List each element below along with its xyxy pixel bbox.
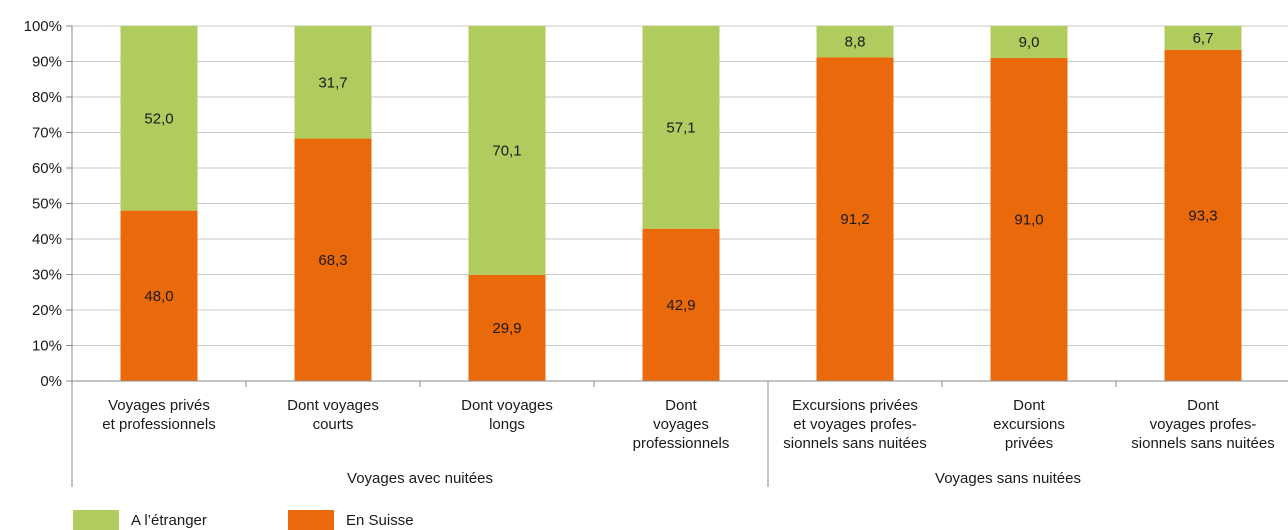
y-tick-label: 70%: [32, 125, 62, 142]
legend-item-switzerland: En Suisse: [288, 510, 414, 530]
bar-switzerland: [1164, 49, 1242, 381]
category-label: Voyages privés: [108, 397, 210, 414]
y-tick-label: 50%: [32, 196, 62, 213]
category-label: voyages profes-: [1150, 416, 1257, 433]
bar-abroad: [294, 26, 372, 139]
legend: A l’étranger En Suisse: [73, 510, 414, 530]
data-label: 31,7: [318, 74, 347, 91]
bar-switzerland: [816, 57, 894, 382]
data-label: 70,1: [492, 142, 521, 159]
category-label: courts: [313, 416, 354, 433]
bar-abroad: [1164, 26, 1242, 50]
y-tick-label: 100%: [24, 18, 62, 35]
category-label: Dont voyages: [461, 397, 553, 414]
data-label: 91,0: [1014, 211, 1043, 228]
data-label: 93,3: [1188, 207, 1217, 224]
data-label: 68,3: [318, 252, 347, 269]
legend-swatch-switzerland: [288, 510, 334, 530]
legend-label-abroad: A l’étranger: [131, 511, 207, 529]
data-label: 9,0: [1019, 34, 1040, 51]
data-label: 48,0: [144, 288, 173, 305]
category-label: Dont voyages: [287, 397, 379, 414]
category-label: et professionnels: [102, 416, 215, 433]
bar-switzerland: [990, 57, 1068, 381]
category-label: Dont: [1187, 397, 1220, 414]
stacked-bar-chart: 0% 10% 20% 30% 40% 50% 60% 70% 80% 90% 100% 48,0 52,…: [24, 18, 1288, 487]
bar-switzerland: [120, 210, 198, 381]
group-label: Voyages sans nuitées: [935, 470, 1081, 487]
category-label: Dont: [1013, 397, 1046, 414]
data-label: 6,7: [1193, 30, 1214, 47]
legend-label-switzerland: En Suisse: [346, 511, 414, 529]
data-label: 91,2: [840, 211, 869, 228]
category-label: privées: [1005, 435, 1053, 452]
y-tick-label: 60%: [32, 160, 62, 177]
y-tick-label: 80%: [32, 89, 62, 106]
legend-swatch-abroad: [73, 510, 119, 530]
y-tick-label: 90%: [32, 54, 62, 71]
data-label: 57,1: [666, 119, 695, 136]
bar-abroad: [120, 26, 198, 211]
y-tick-label: 30%: [32, 267, 62, 284]
y-tick-label: 40%: [32, 231, 62, 248]
y-tick-label: 0%: [40, 373, 62, 390]
category-label: sionnels sans nuitées: [783, 435, 926, 452]
category-label: Excursions privées: [792, 397, 918, 414]
category-label: Dont: [665, 397, 698, 414]
category-label: sionnels sans nuitées: [1131, 435, 1274, 452]
bar-switzerland: [468, 274, 546, 381]
group-label: Voyages avec nuitées: [347, 470, 493, 487]
bar-abroad: [468, 26, 546, 275]
bar-abroad: [642, 26, 720, 229]
data-label: 29,9: [492, 320, 521, 337]
data-label: 42,9: [666, 297, 695, 314]
legend-item-abroad: A l’étranger: [73, 510, 288, 530]
category-label: et voyages profes-: [793, 416, 916, 433]
category-label: longs: [489, 416, 525, 433]
bar-abroad: [990, 26, 1068, 58]
bar-abroad: [816, 26, 894, 58]
category-label: excursions: [993, 416, 1065, 433]
category-label: voyages: [653, 416, 709, 433]
bar-switzerland: [294, 138, 372, 381]
y-tick-label: 20%: [32, 302, 62, 319]
category-label: professionnels: [633, 435, 730, 452]
y-tick-label: 10%: [32, 338, 62, 355]
data-label: 8,8: [845, 34, 866, 51]
bar-switzerland: [642, 228, 720, 381]
data-label: 52,0: [144, 110, 173, 127]
